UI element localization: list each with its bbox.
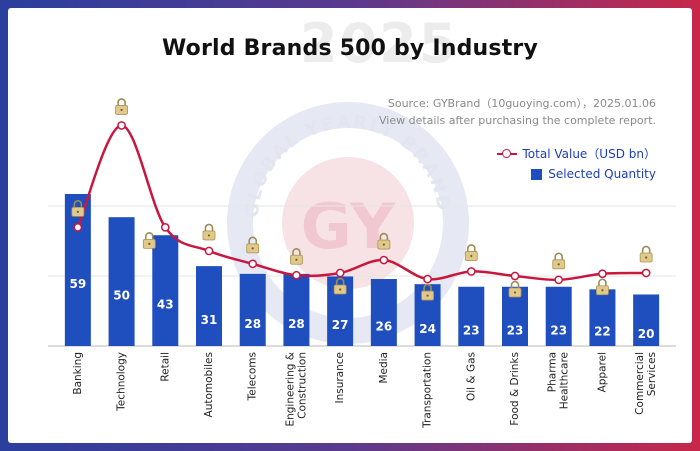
x-tick-label: Technology bbox=[116, 352, 128, 412]
x-tick-label: Transportation bbox=[422, 352, 434, 429]
bar-media bbox=[370, 279, 397, 346]
bar-banking bbox=[64, 194, 91, 346]
bar-value-label: 23 bbox=[507, 323, 524, 337]
watermark-logo: GY bbox=[301, 190, 397, 263]
line-point bbox=[73, 222, 83, 232]
line-point bbox=[379, 255, 389, 265]
lock-icon bbox=[596, 278, 609, 296]
x-tick-label: Oil & Gas bbox=[465, 352, 477, 401]
bar-engineering-construction bbox=[283, 273, 310, 346]
chart-title: World Brands 500 by Industry bbox=[161, 36, 538, 61]
bar-automobiles bbox=[196, 266, 222, 346]
line-point bbox=[641, 268, 651, 278]
x-tick-label: Automobiles bbox=[203, 352, 215, 417]
bar-value-label: 20 bbox=[638, 327, 655, 341]
bar-apparel bbox=[589, 289, 616, 346]
lock-icon bbox=[464, 244, 478, 261]
bar-value-label: 26 bbox=[376, 320, 393, 334]
bar-value-label: 59 bbox=[70, 277, 87, 291]
bar-value-label: 50 bbox=[113, 289, 130, 303]
bar-telecoms bbox=[239, 273, 266, 346]
bar-retail bbox=[152, 235, 179, 346]
lock-icon bbox=[202, 223, 216, 241]
legend-label-quantity: Selected Quantity bbox=[548, 167, 656, 181]
x-tick-label: Telecoms bbox=[247, 352, 259, 401]
line-point bbox=[423, 274, 432, 284]
x-tick-label: Banking bbox=[72, 352, 84, 395]
lock-icon bbox=[508, 280, 522, 298]
line-point bbox=[466, 267, 476, 276]
lock-icon bbox=[377, 232, 391, 250]
bar-oil-gas bbox=[458, 286, 485, 346]
chart-card: 2025 GY GLOBAL YEARLY BRAND INSTITUTE 59… bbox=[8, 8, 692, 443]
lock-icon bbox=[246, 236, 260, 254]
watermark-year: 2025 bbox=[300, 12, 459, 75]
lock-icon bbox=[552, 252, 566, 270]
legend-label-total-value: Total Value（USD bn） bbox=[522, 147, 656, 161]
bar-pharma-healthcare bbox=[545, 286, 572, 346]
line-point bbox=[554, 275, 564, 285]
lock-icon bbox=[115, 98, 128, 115]
line-point bbox=[598, 269, 607, 279]
lock-icon bbox=[421, 283, 434, 301]
bar-value-label: 27 bbox=[332, 318, 349, 332]
report-note: View details after purchasing the comple… bbox=[378, 114, 656, 127]
line-marker-icon bbox=[496, 148, 517, 159]
lock-icon bbox=[290, 247, 303, 265]
line-point bbox=[510, 271, 520, 281]
bar-value-label: 23 bbox=[463, 323, 480, 337]
x-tick-label: Retail bbox=[159, 352, 171, 382]
bar-value-label: 24 bbox=[419, 322, 436, 336]
x-tick-label: Food & Drinks bbox=[509, 352, 521, 426]
bar-value-label: 28 bbox=[244, 317, 261, 331]
source-text: Source: GYBrand（10guoying.com），2025.01.0… bbox=[387, 97, 656, 110]
x-tick-label: Media bbox=[378, 352, 390, 384]
bar-technology bbox=[108, 217, 135, 346]
bar-value-label: 22 bbox=[594, 325, 611, 339]
legend-item-quantity: Selected Quantity bbox=[531, 167, 656, 181]
line-point bbox=[335, 268, 345, 278]
chart-canvas: GY GLOBAL YEARLY BRAND INSTITUTE 5950433… bbox=[8, 8, 676, 429]
bar-value-label: 23 bbox=[550, 323, 567, 337]
bar-value-label: 31 bbox=[201, 313, 218, 327]
x-tick-label: Engineering &Construction bbox=[284, 352, 308, 427]
x-tick-label: Apparel bbox=[596, 352, 608, 392]
line-point bbox=[248, 259, 258, 269]
x-tick-label: PharmaHealthcare bbox=[547, 352, 571, 409]
legend-item-total-value: Total Value（USD bn） bbox=[496, 145, 656, 162]
lock-icon bbox=[333, 277, 347, 295]
lock-icon bbox=[639, 245, 653, 263]
square-marker-icon bbox=[531, 168, 543, 180]
line-point bbox=[292, 270, 301, 280]
lock-icon bbox=[142, 232, 156, 249]
line-point bbox=[160, 222, 170, 232]
bar-value-label: 28 bbox=[288, 317, 305, 331]
x-tick-label: CommercialServices bbox=[634, 352, 658, 415]
bar-value-label: 43 bbox=[157, 298, 174, 312]
x-tick-label: Insurance bbox=[334, 352, 346, 404]
line-point bbox=[117, 121, 126, 130]
line-point bbox=[204, 246, 214, 256]
bar-commercial-services bbox=[633, 294, 660, 346]
lock-icon bbox=[71, 200, 85, 217]
